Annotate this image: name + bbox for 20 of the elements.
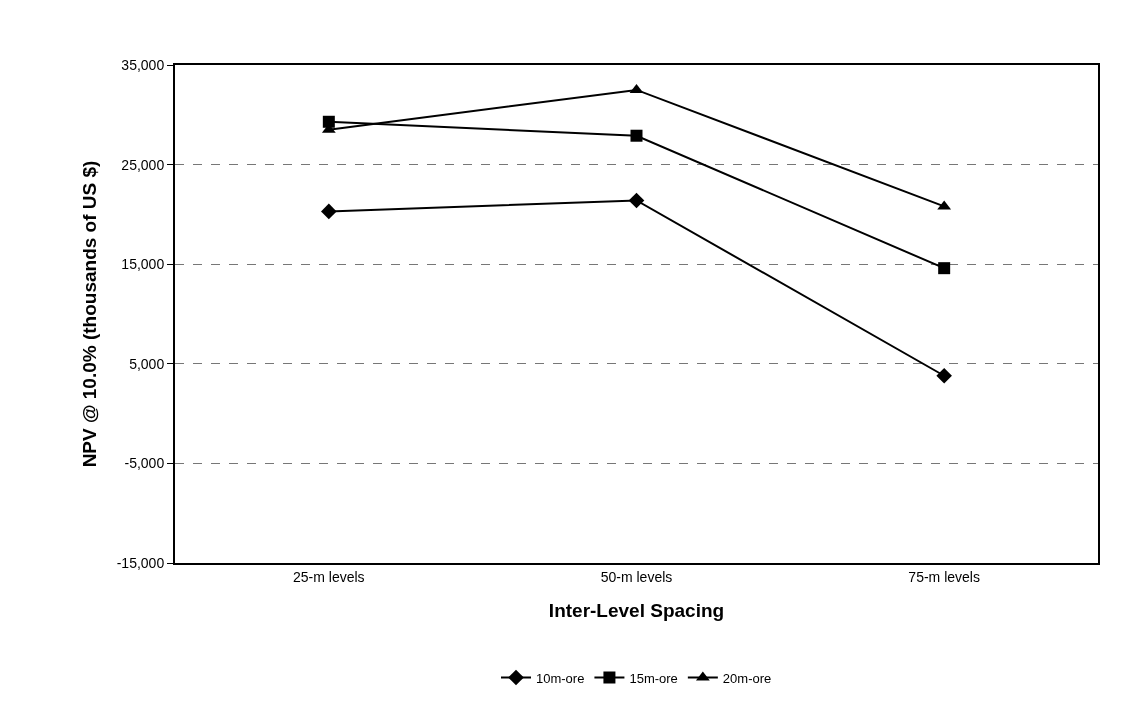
x-axis-title: Inter-Level Spacing [548,600,725,622]
point [321,203,337,220]
y-tick-label: 25,000 [121,156,165,173]
x-tick-label: 75-m levels [908,568,980,585]
legend-label: 15m-ore [629,670,678,686]
y-axis-title: NPV @ 10.0% (thousands of US $) [79,160,101,468]
y-tick-label: -5,000 [124,455,165,472]
y-tick-label: 35,000 [121,56,165,73]
x-tick-label: 50-m levels [600,568,673,585]
y-tick-label: -15,000 [116,554,165,571]
point [628,192,645,209]
point [630,129,643,142]
y-tick-label: 15,000 [121,256,165,273]
point [938,262,951,275]
y-tick-label: 5,000 [129,355,165,372]
legend-label: 10m-ore [536,670,585,686]
x-tick-label: 25-m levels [293,568,365,585]
legend-label: 20m-ore [722,670,772,686]
point [936,367,952,384]
point [322,115,335,128]
